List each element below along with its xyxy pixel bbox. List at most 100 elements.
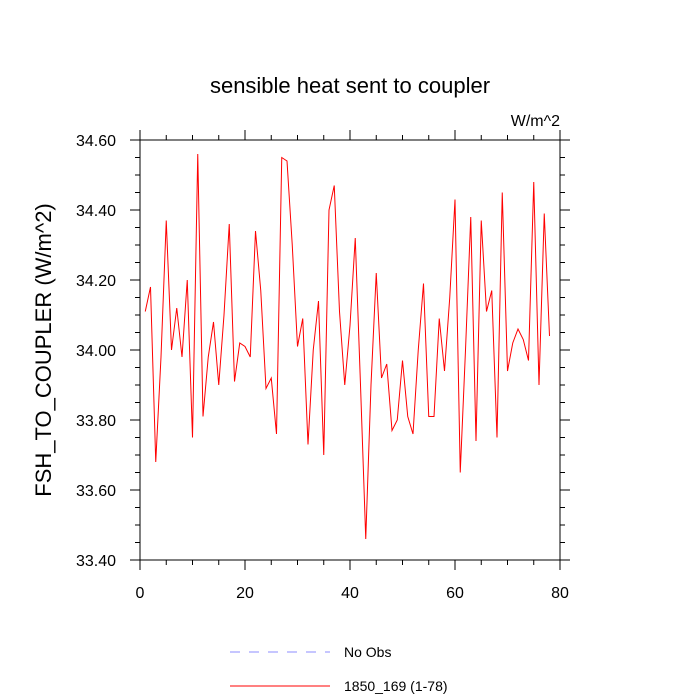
data-point <box>539 385 540 386</box>
data-point <box>449 297 450 298</box>
data-point <box>470 217 471 218</box>
data-point <box>512 343 513 344</box>
data-point <box>287 161 288 162</box>
data-point <box>203 416 204 417</box>
units-label: W/m^2 <box>511 113 560 130</box>
data-point <box>428 416 429 417</box>
data-point <box>491 290 492 291</box>
data-point <box>239 343 240 344</box>
x-tick-label: 40 <box>341 585 359 602</box>
data-point <box>213 322 214 323</box>
data-point <box>308 444 309 445</box>
data-point <box>218 385 219 386</box>
data-point <box>481 220 482 221</box>
data-point <box>245 346 246 347</box>
x-tick-label: 20 <box>236 585 254 602</box>
chart-title: sensible heat sent to coupler <box>210 73 490 98</box>
data-point <box>523 339 524 340</box>
data-point <box>413 434 414 435</box>
data-point <box>292 245 293 246</box>
y-tick-label: 34.00 <box>76 343 116 360</box>
data-point <box>266 388 267 389</box>
series-layer <box>144 153 550 540</box>
legend: No Obs 1850_169 (1-78) <box>230 644 448 694</box>
data-point <box>355 238 356 239</box>
data-point <box>145 311 146 312</box>
data-point <box>518 329 519 330</box>
data-point <box>260 290 261 291</box>
series-line <box>144 153 550 540</box>
axis-tick-labels: 0 20 40 60 80 33.40 33.60 33.80 34.00 34.20 34.40 3… <box>76 133 569 602</box>
data-point <box>544 213 545 214</box>
data-point <box>365 539 366 540</box>
data-point <box>381 378 382 379</box>
data-point <box>281 157 282 158</box>
data-point <box>187 280 188 281</box>
data-point <box>224 315 225 316</box>
data-point <box>460 472 461 473</box>
data-point <box>434 416 435 417</box>
data-point <box>444 371 445 372</box>
x-tick-label: 0 <box>136 585 145 602</box>
data-point <box>507 371 508 372</box>
data-point <box>208 357 209 358</box>
y-tick-label: 33.60 <box>76 483 116 500</box>
data-point <box>334 185 335 186</box>
y-tick-label: 33.80 <box>76 413 116 430</box>
y-axis-label: FSH_TO_COUPLER (W/m^2) <box>31 203 56 497</box>
data-point <box>271 378 272 379</box>
data-point <box>234 381 235 382</box>
data-point <box>371 385 372 386</box>
data-point <box>313 350 314 351</box>
data-point <box>476 441 477 442</box>
data-point <box>255 231 256 232</box>
data-point <box>502 192 503 193</box>
data-point <box>297 346 298 347</box>
plot-frame <box>139 139 561 561</box>
data-point <box>155 462 156 463</box>
data-point <box>150 287 151 288</box>
data-point <box>407 416 408 417</box>
data-point <box>192 437 193 438</box>
data-point <box>423 283 424 284</box>
data-point <box>418 350 419 351</box>
data-point <box>250 357 251 358</box>
data-point <box>397 420 398 421</box>
data-point <box>276 434 277 435</box>
data-point <box>161 357 162 358</box>
data-point <box>344 385 345 386</box>
data-point <box>229 224 230 225</box>
data-point <box>439 318 440 319</box>
x-tick-label: 80 <box>551 585 569 602</box>
data-point <box>465 350 466 351</box>
data-point <box>302 318 303 319</box>
data-point <box>197 154 198 155</box>
data-point <box>171 350 172 351</box>
data-point <box>497 437 498 438</box>
data-point <box>318 301 319 302</box>
data-point <box>486 311 487 312</box>
legend-label: No Obs <box>344 644 391 660</box>
data-point <box>360 385 361 386</box>
data-point <box>166 220 167 221</box>
data-point <box>339 311 340 312</box>
legend-label: 1850_169 (1-78) <box>344 678 448 694</box>
data-point <box>455 199 456 200</box>
data-point <box>176 308 177 309</box>
y-tick-label: 34.40 <box>76 203 116 220</box>
data-point <box>329 210 330 211</box>
data-point <box>392 430 393 431</box>
data-point <box>549 336 550 337</box>
y-tick-label: 34.20 <box>76 273 116 290</box>
data-point <box>350 325 351 326</box>
data-point <box>182 357 183 358</box>
axis-ticks <box>130 130 570 570</box>
data-point <box>386 364 387 365</box>
x-tick-label: 60 <box>446 585 464 602</box>
y-tick-label: 33.40 <box>76 553 116 570</box>
data-point <box>528 360 529 361</box>
y-tick-label: 34.60 <box>76 133 116 150</box>
data-point <box>533 182 534 183</box>
data-point <box>376 273 377 274</box>
